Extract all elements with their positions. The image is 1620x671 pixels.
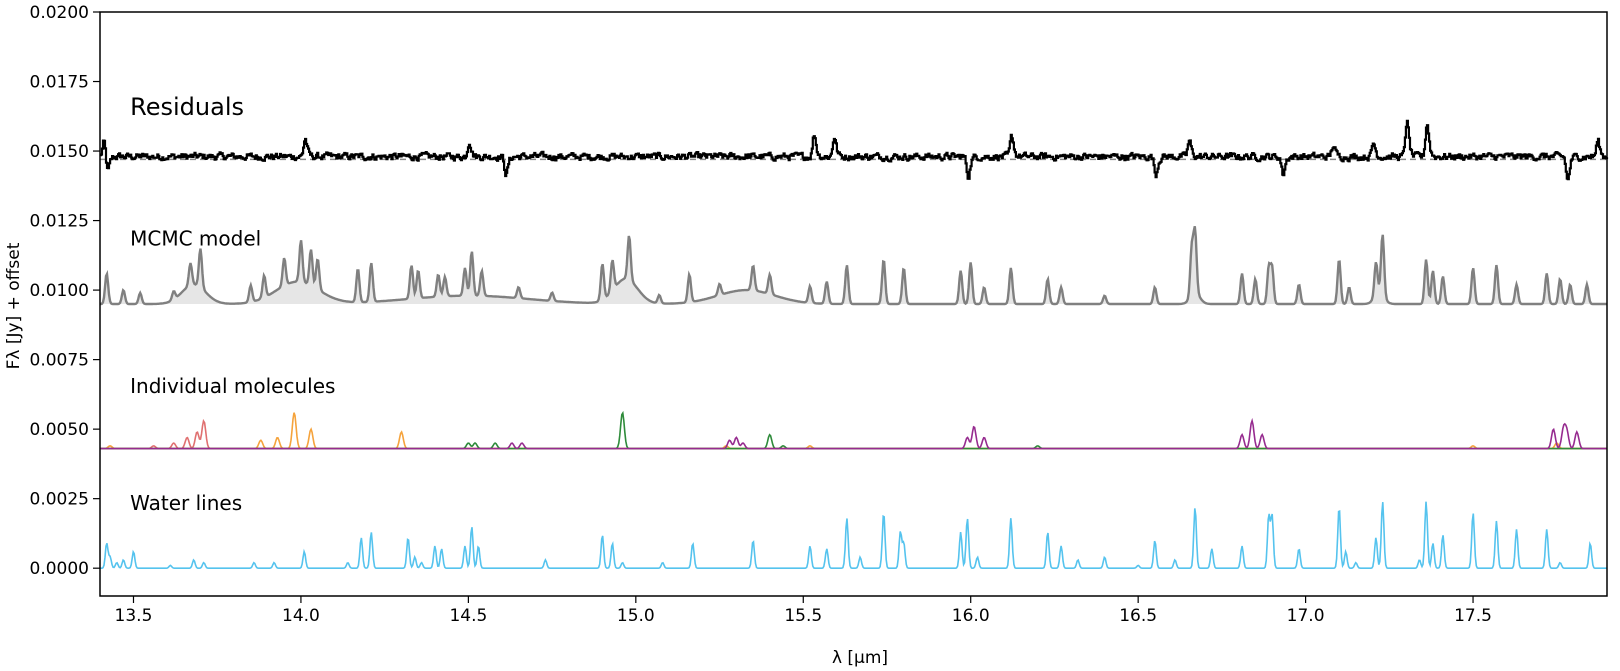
x-tick-label: 15.0 — [617, 606, 655, 626]
water-lines-series — [100, 501, 1607, 570]
molecule-series-4 — [100, 417, 1607, 450]
x-tick-label: 17.0 — [1287, 606, 1325, 626]
y-tick-label: 0.0000 — [30, 559, 89, 579]
x-tick-label: 16.5 — [1119, 606, 1157, 626]
axes-layer — [93, 11, 1608, 603]
x-tick-label: 17.5 — [1454, 606, 1492, 626]
y-tick-label: 0.0125 — [30, 212, 89, 232]
x-tick-label: 14.0 — [282, 606, 320, 626]
panel-label: Individual molecules — [130, 374, 335, 398]
panel-label: Water lines — [130, 491, 242, 515]
y-tick-label: 0.0050 — [30, 420, 89, 440]
x-tick-label: 14.5 — [449, 606, 487, 626]
y-tick-label: 0.0100 — [30, 281, 89, 301]
y-tick-label: 0.0175 — [30, 73, 89, 93]
x-tick-label: 13.5 — [115, 606, 153, 626]
y-tick-label: 0.0025 — [30, 490, 89, 510]
mcmc-model-series — [100, 225, 1607, 306]
residuals-series — [99, 119, 1609, 181]
y-tick-label: 0.0075 — [30, 351, 89, 371]
panel-label: MCMC model — [130, 227, 261, 251]
data-layer — [99, 119, 1609, 570]
y-axis-label: Fλ [Jy] + offset — [4, 242, 24, 369]
text-layer: λ [μm] Fλ [Jy] + offset 13.5 14.0 14.5 15.0… — [4, 3, 1492, 668]
mcmc-model-fill — [100, 226, 1607, 304]
y-tick-label: 0.0200 — [30, 3, 89, 23]
panel-label: Residuals — [130, 93, 244, 121]
x-tick-label: 15.5 — [784, 606, 822, 626]
y-tick-label: 0.0150 — [30, 142, 89, 162]
x-tick-label: 16.0 — [952, 606, 990, 626]
x-axis-label: λ [μm] — [832, 648, 888, 668]
plot-frame — [99, 11, 1608, 597]
